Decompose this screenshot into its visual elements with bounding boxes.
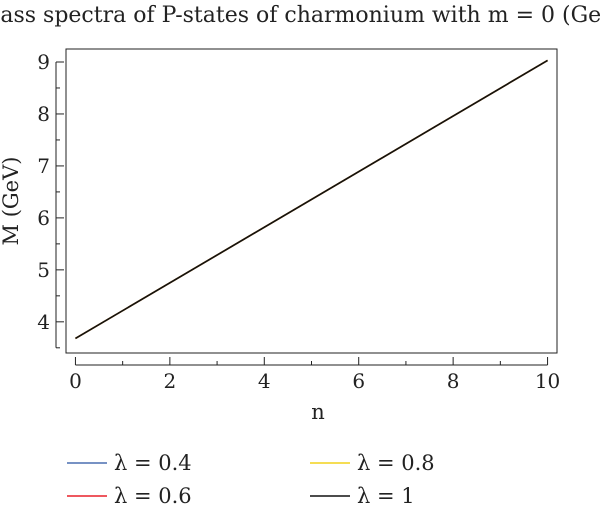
plot-frame [65, 48, 558, 354]
y-tick-label: 4 [37, 310, 50, 334]
legend-label: λ = 0.6 [114, 484, 192, 508]
x-tick-label: 4 [258, 369, 271, 393]
legend-item: λ = 0.6 [67, 484, 192, 508]
legend-label: λ = 1 [357, 484, 415, 508]
x-tick-label: 10 [535, 369, 560, 393]
legend-item: λ = 0.8 [310, 451, 435, 475]
series-layer [75, 59, 548, 340]
x-axis: 0 2 4 6 8 10 [69, 357, 560, 393]
y-tick-label: 5 [37, 258, 50, 282]
y-tick-label: 9 [37, 50, 50, 74]
y-tick-label: 6 [37, 206, 50, 230]
legend-label: λ = 0.4 [114, 451, 192, 475]
legend-item: λ = 0.4 [67, 451, 192, 475]
series-line [75, 59, 548, 340]
y-tick-label: 7 [37, 154, 50, 178]
x-tick-label: 8 [447, 369, 460, 393]
legend-label: λ = 0.8 [357, 451, 435, 475]
x-axis-label: n [311, 400, 325, 424]
x-tick-label: 2 [163, 369, 176, 393]
chart-title: Mass spectra of P-states of charmonium w… [0, 3, 600, 28]
legend: λ = 0.4 λ = 0.6 λ = 0.8 λ = 1 [67, 451, 435, 508]
y-axis: 4 5 6 7 8 9 [37, 50, 64, 349]
x-tick-label: 0 [69, 369, 82, 393]
legend-item: λ = 1 [310, 484, 415, 508]
y-axis-label: M (GeV) [0, 157, 23, 246]
x-tick-label: 6 [352, 369, 365, 393]
y-tick-label: 8 [37, 102, 50, 126]
